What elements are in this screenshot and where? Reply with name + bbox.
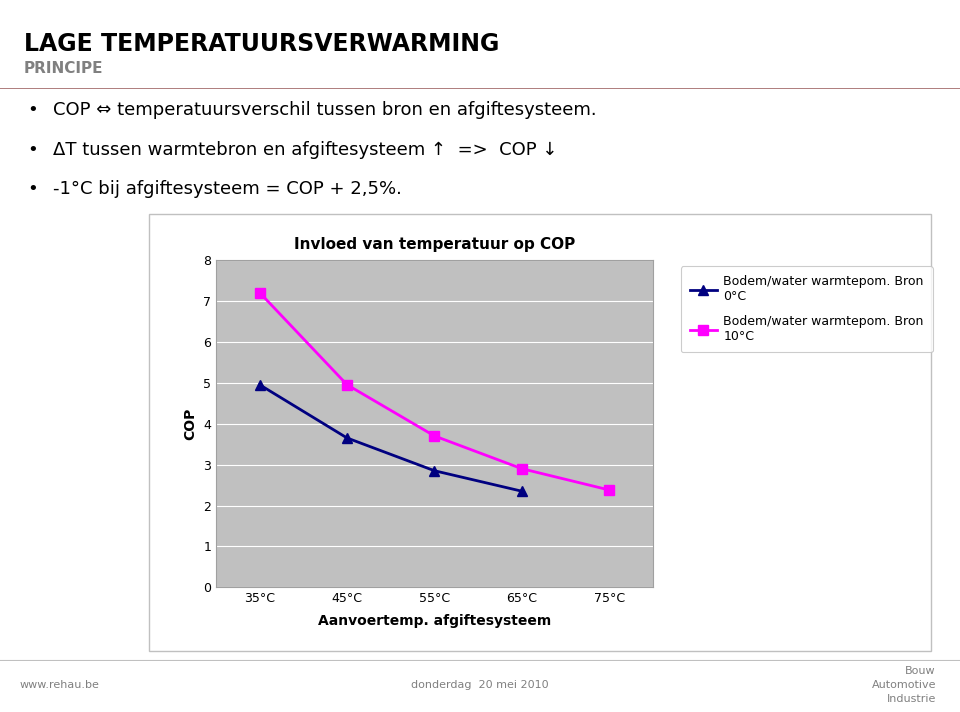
Text: Industrie: Industrie [887, 694, 936, 704]
X-axis label: Aanvoertemp. afgiftesysteem: Aanvoertemp. afgiftesysteem [318, 614, 551, 627]
Text: Automotive: Automotive [872, 680, 936, 690]
Text: LAGE TEMPERATUURSVERWARMING: LAGE TEMPERATUURSVERWARMING [24, 32, 499, 56]
Text: •: • [27, 140, 37, 159]
Text: Bouw: Bouw [905, 666, 936, 676]
Text: •: • [27, 179, 37, 198]
Y-axis label: COP: COP [183, 407, 198, 440]
Text: COP ⇔ temperatuursverschil tussen bron en afgiftesysteem.: COP ⇔ temperatuursverschil tussen bron e… [53, 101, 596, 120]
Text: ΔT tussen warmtebron en afgiftesysteem ↑  =>  COP ↓: ΔT tussen warmtebron en afgiftesysteem ↑… [53, 140, 558, 159]
Text: •: • [27, 101, 37, 120]
Text: donderdag  20 mei 2010: donderdag 20 mei 2010 [411, 680, 549, 690]
Legend: Bodem/water warmtepom. Bron
0°C, Bodem/water warmtepom. Bron
10°C: Bodem/water warmtepom. Bron 0°C, Bodem/w… [681, 266, 932, 352]
Title: Invloed van temperatuur op COP: Invloed van temperatuur op COP [294, 237, 575, 252]
Text: www.rehau.be: www.rehau.be [19, 680, 99, 690]
Text: -1°C bij afgiftesysteem = COP + 2,5%.: -1°C bij afgiftesysteem = COP + 2,5%. [53, 179, 401, 198]
Text: PRINCIPE: PRINCIPE [24, 61, 104, 75]
